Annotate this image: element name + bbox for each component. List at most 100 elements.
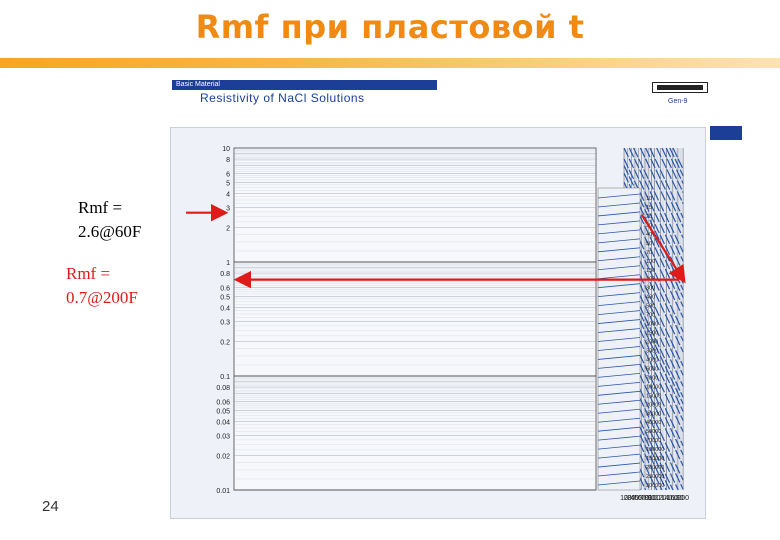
x-tick-label: 30 [627,495,635,502]
y-tick-label: 1 [226,260,230,267]
resistivity-line [669,147,684,177]
ppm-tick-label: 250000 [646,474,664,480]
chart-annotation-arrows [186,203,686,289]
y-tick-label: 0.1 [220,374,230,381]
ppm-tick-line [597,265,641,271]
resistivity-line [628,147,684,262]
resistivity-line [645,147,684,228]
rmf-60f-line-2: 2.6@60F [78,222,142,241]
y-tick-label: 2 [226,226,230,233]
y-tick-label: 5 [226,180,230,187]
y-tick-label: 0.8 [220,271,230,278]
chart-ppm-scale: 1015203040507010015020030040050070010001… [597,187,664,491]
ppm-tick-label: 10 [646,196,652,202]
y-tick-label: 0.4 [220,305,230,312]
ppm-tick-label: 1500 [646,331,658,337]
y-tick-label: 0.02 [216,454,230,461]
ppm-tick-line [597,283,641,289]
ppm-tick-label: 400 [646,295,655,301]
rmf-60f-line-1: Rmf = [78,198,123,217]
ppm-tick-label: 50000 [646,429,661,435]
ppm-tick-line [597,372,641,378]
x-tick-label: 80 [644,495,652,502]
ppm-tick-line [597,462,641,468]
ppm-tick-label: 150000 [646,456,664,462]
x-tick-label: 70 [641,495,649,502]
ppm-tick-label: 10000 [646,384,661,390]
resistivity-line [661,147,684,193]
ppm-tick-label: 30000 [646,411,661,417]
y-tick-label: 0.03 [216,434,230,441]
resistivity-line [665,147,684,184]
ppm-tick-label: 40 [646,232,652,238]
y-tick-label: 0.6 [220,285,230,292]
ppm-tick-line [597,453,641,459]
y-tick-label: 10 [222,146,230,153]
x-tick-label: 10 [620,495,628,502]
resistivity-line [623,364,684,490]
chart-tab [710,126,742,140]
ppm-tick-line [597,301,641,307]
resistivity-line [633,147,684,253]
resistivity-line [623,272,684,398]
page-number: 24 [42,498,59,515]
ppm-tick-line [597,220,641,226]
resistivity-line [623,193,684,318]
resistivity-line [623,330,684,456]
x-tick-label: 100 [649,495,661,502]
x-tick-label: 20 [624,495,632,502]
ppm-tick-line [597,408,641,414]
ppm-tick-label: 2000 [646,340,658,346]
ppm-tick-label: 700 [646,313,655,319]
resistivity-line [623,250,684,376]
y-tick-label: 0.3 [220,320,230,327]
chart-tick-labels: 10 8 6 5 4 3 2 1 0.8 0.6 0.5 0.4 0.3 0.2 0.1 0.08 0.06 0.… [216,146,689,502]
y-tick-label: 0.08 [216,385,230,392]
ppm-tick-label: 3000 [646,348,658,354]
y-tick-label: 0.06 [216,399,230,406]
x-tick-label: 200 [677,495,689,502]
resistivity-line [656,147,684,204]
ppm-tick-line [597,435,641,441]
x-tick-label: 120 [655,495,667,502]
ppm-tick-line [597,364,641,369]
ppm-tick-line [597,274,641,280]
ppm-tick-label: 50 [646,241,652,247]
rmf-200f-line-2: 0.7@200F [66,288,138,307]
ppm-tick-line [597,319,641,324]
y-tick-label: 4 [226,191,230,198]
ppm-tick-label: 300000 [646,483,664,489]
ppm-tick-label: 40000 [646,420,661,426]
rmf-200f-line-1: Rmf = [66,264,111,283]
ppm-tick-line [597,426,641,432]
ppm-tick-label: 5000 [646,366,658,372]
resistivity-line [623,182,684,307]
resistivity-line [623,207,684,333]
ppm-tick-line [597,480,641,486]
y-tick-label: 0.04 [216,419,230,426]
ppm-tick-line [597,211,641,217]
y-tick-label: 8 [226,157,230,164]
ppm-tick-label: 4000 [646,357,658,363]
ppm-tick-line [597,193,641,199]
chart-code: Gen-9 [668,98,688,105]
ppm-tick-line [597,417,641,423]
ppm-tick-label: 100 [646,259,655,265]
ppm-tick-label: 300 [646,286,655,292]
ppm-tick-label: 200000 [646,465,664,471]
y-tick-label: 3 [226,206,230,213]
ppm-tick-line [597,202,641,208]
resistivity-line [623,341,684,467]
x-tick-label: 40 [631,495,639,502]
resistivity-line [649,147,684,219]
title-underline [0,58,780,68]
x-tick-label: 50 [634,495,642,502]
resistivity-line [639,147,684,239]
ppm-tick-line [597,247,641,253]
resistivity-line [623,321,684,447]
ppm-tick-line [597,238,641,244]
resistivity-line [672,147,684,170]
ppm-tick-label: 100000 [646,447,664,453]
resistivity-line [623,279,684,405]
